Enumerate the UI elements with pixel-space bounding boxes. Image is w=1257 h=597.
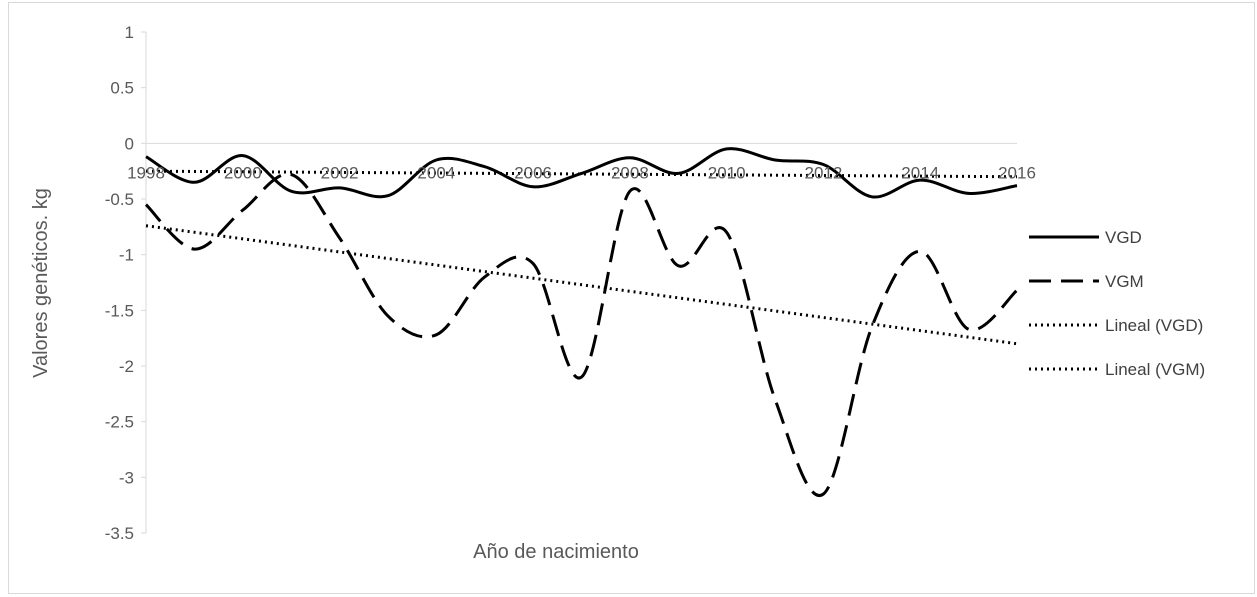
- x-tick-label: 2000: [224, 163, 262, 182]
- trendline-lineal-vgd: [145, 169, 1018, 179]
- trendline-lineal-vgm: [145, 224, 1018, 346]
- x-tick-label: 1998: [127, 163, 165, 182]
- y-tick-label: -1.5: [105, 301, 134, 320]
- chart-area: 1 0.5 0 -0.5 -1 -1.5 -2 -2.5 -3 -3.5 1998 2000 2002…: [8, 2, 1255, 594]
- x-tick-label: 2002: [321, 163, 359, 182]
- x-tick-label: 2006: [514, 163, 552, 182]
- legend-label: VGM: [1105, 272, 1144, 291]
- series-line-vgm: [144, 172, 1019, 498]
- y-tick-label: -3.5: [105, 524, 134, 543]
- legend-label: Lineal (VGM): [1105, 360, 1205, 379]
- y-tick-label: -0.5: [105, 190, 134, 209]
- x-tick-label: 2014: [901, 163, 939, 182]
- x-tick-label: 2004: [417, 163, 455, 182]
- series-line-vgd: [145, 147, 1018, 199]
- x-tick-label: 2008: [611, 163, 649, 182]
- y-tick-label: -2.5: [105, 413, 134, 432]
- x-tick-label: 2010: [708, 163, 746, 182]
- y-tick-label: -2: [119, 357, 134, 376]
- y-tick-label: 0.5: [110, 79, 134, 98]
- y-tick-label: -3: [119, 468, 134, 487]
- y-tick-label: -1: [119, 246, 134, 265]
- legend-label: VGD: [1105, 228, 1142, 247]
- line-chart: 1 0.5 0 -0.5 -1 -1.5 -2 -2.5 -3 -3.5 1998 2000 2002…: [30, 23, 1205, 563]
- x-tick-label: 2016: [998, 163, 1036, 182]
- x-axis-title: Año de nacimiento: [473, 541, 639, 563]
- legend: VGD VGM Lineal (VGD) Lineal (VGM): [1029, 228, 1205, 379]
- y-axis-title: Valores genéticos. kg: [30, 188, 52, 378]
- x-tick-label: 2012: [805, 163, 843, 182]
- y-tick-label: 1: [125, 23, 134, 42]
- legend-label: Lineal (VGD): [1105, 316, 1203, 335]
- y-tick-label: 0: [125, 134, 134, 153]
